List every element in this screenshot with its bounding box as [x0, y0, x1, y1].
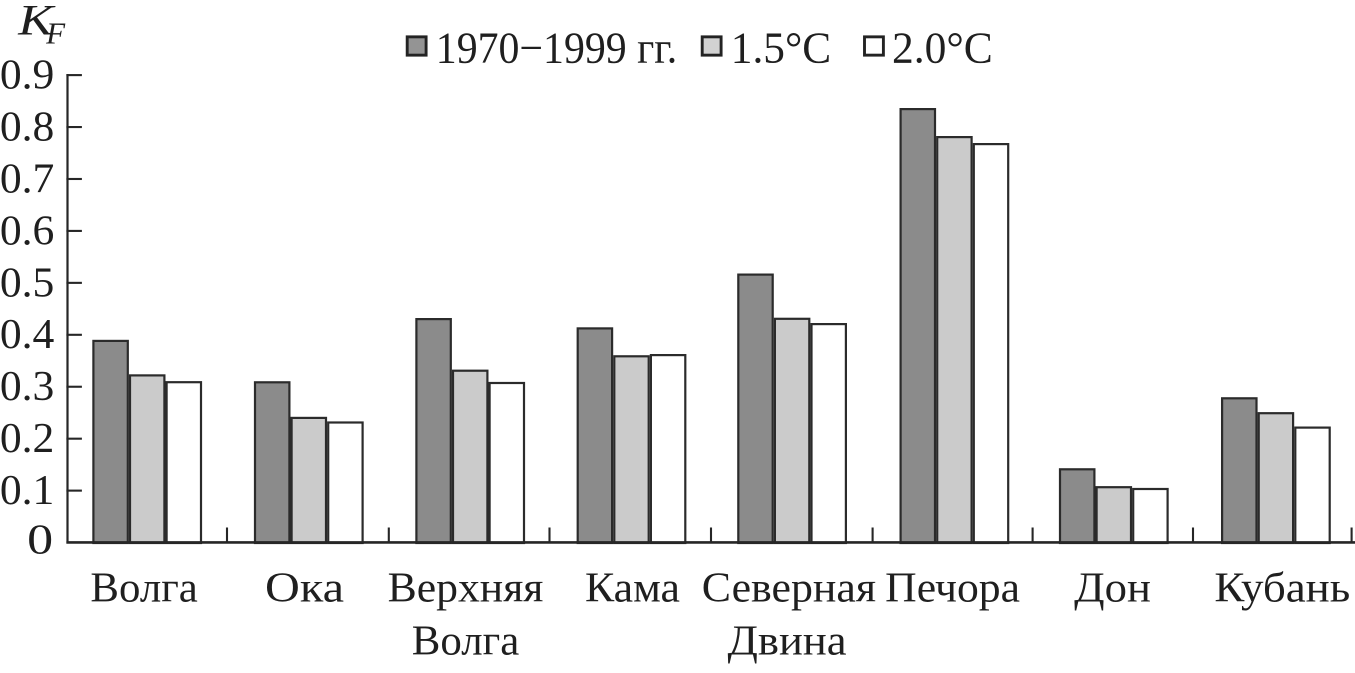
svg-text:0.3: 0.3: [0, 364, 54, 410]
svg-text:Дон: Дон: [1074, 566, 1151, 612]
svg-text:0.5: 0.5: [0, 260, 54, 306]
svg-text:0.9: 0.9: [0, 53, 54, 99]
svg-text:Северная: Северная: [702, 566, 876, 612]
svg-text:1970−1999 гг.: 1970−1999 гг.: [436, 23, 677, 72]
svg-text:0.8: 0.8: [0, 104, 54, 150]
svg-text:2.0°C: 2.0°C: [892, 23, 993, 72]
svg-text:F: F: [45, 16, 66, 51]
svg-text:1.5°C: 1.5°C: [731, 23, 831, 72]
svg-text:0.2: 0.2: [0, 416, 54, 462]
svg-text:0.1: 0.1: [0, 468, 54, 514]
svg-text:0.7: 0.7: [0, 156, 54, 202]
svg-text:Ока: Ока: [265, 566, 344, 612]
svg-text:Двина: Двина: [728, 619, 847, 665]
svg-text:Кама: Кама: [585, 566, 680, 612]
svg-text:K: K: [17, 0, 56, 44]
svg-text:Волга: Волга: [90, 566, 198, 612]
svg-text:Печора: Печора: [885, 566, 1020, 612]
svg-text:Верхняя: Верхняя: [388, 566, 544, 612]
svg-text:0.6: 0.6: [0, 208, 54, 254]
svg-text:0: 0: [27, 518, 53, 564]
svg-text:Кубань: Кубань: [1214, 566, 1350, 612]
svg-text:Волга: Волга: [412, 619, 520, 665]
svg-text:0.4: 0.4: [0, 312, 54, 358]
